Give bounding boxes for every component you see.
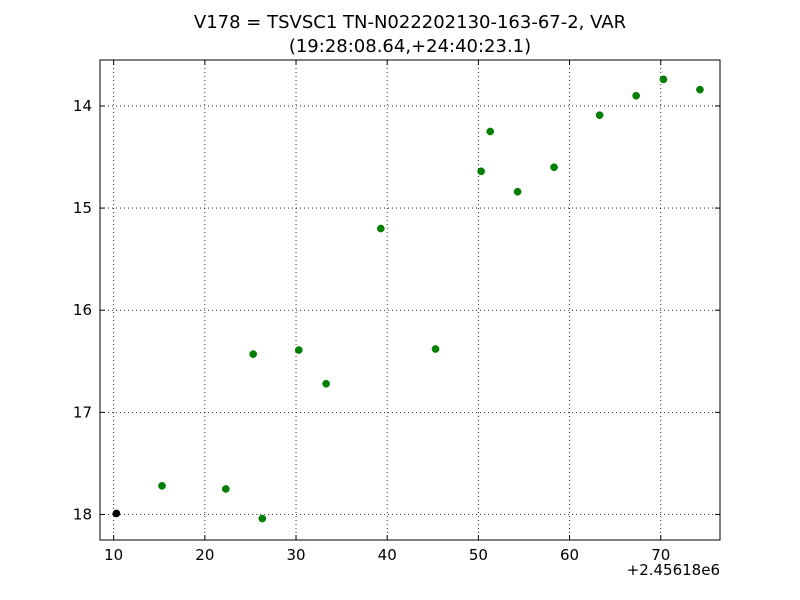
y-tick-label: 14 — [73, 97, 92, 115]
data-point — [258, 514, 267, 523]
data-point — [632, 91, 640, 100]
data-point — [158, 482, 166, 490]
data-point — [477, 167, 485, 176]
x-tick-label: 70 — [651, 546, 670, 564]
data-point — [595, 111, 604, 119]
x-tick-label: 30 — [286, 546, 305, 564]
data-point — [550, 163, 558, 172]
data-point — [513, 187, 522, 196]
grid-lines — [100, 60, 720, 540]
y-tick-label: 16 — [73, 301, 92, 319]
x-tick-label: 10 — [104, 546, 123, 564]
plot-frame — [99, 59, 721, 541]
data-point — [112, 509, 121, 518]
data-point — [659, 75, 668, 84]
x-tick-label: 40 — [378, 546, 397, 564]
data-point — [486, 127, 495, 136]
chart-title-line-1: V178 = TSVSC1 TN-N022202130-163-67-2, VA… — [194, 12, 626, 33]
data-points — [112, 75, 704, 523]
data-point — [249, 350, 258, 358]
y-tick-label: 18 — [73, 505, 92, 523]
chart-title-line-2: (19:28:08.64,+24:40:23.1) — [289, 36, 531, 57]
x-tick-label: 20 — [195, 546, 214, 564]
x-tick-label: 60 — [560, 546, 579, 564]
axis-ticks — [100, 60, 720, 540]
x-tick-label: 50 — [469, 546, 488, 564]
data-point — [294, 346, 303, 354]
data-point — [322, 379, 330, 388]
y-tick-label: 15 — [73, 199, 92, 217]
data-point — [221, 485, 230, 493]
x-axis-offset-label: +2.45618e6 — [627, 561, 720, 579]
tick-labels: 10 20 30 40 50 60 70 14 15 16 17 18 — [73, 97, 670, 564]
data-point — [431, 345, 440, 353]
data-point — [376, 224, 385, 233]
data-point — [696, 85, 704, 94]
y-tick-label: 17 — [73, 403, 92, 421]
